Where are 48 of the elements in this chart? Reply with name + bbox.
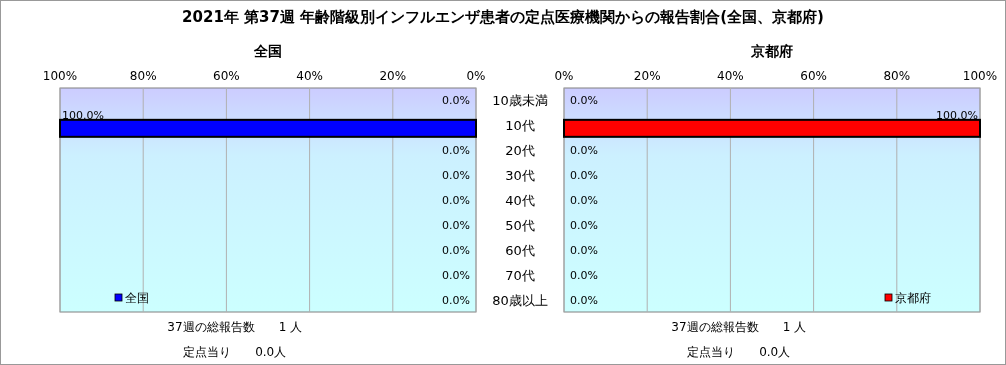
data-label: 0.0% — [570, 243, 598, 257]
y-tick-label: 10歳未満 — [492, 93, 548, 109]
x-tick-label: 40% — [717, 69, 744, 83]
data-label: 0.0% — [442, 218, 470, 232]
y-tick-label: 30代 — [505, 168, 535, 184]
chart-subtitle: 京都府 — [750, 43, 793, 59]
text: 37週の総報告数 1 人 — [167, 320, 303, 334]
x-tick-label: 100% — [42, 69, 78, 83]
y-tick-label: 50代 — [505, 217, 535, 233]
x-tick-label: 0% — [554, 69, 574, 83]
data-label: 0.0% — [442, 268, 470, 282]
y-tick-label: 20代 — [505, 143, 535, 159]
data-label: 0.0% — [570, 293, 598, 307]
data-label: 0.0% — [442, 293, 470, 307]
x-tick-label: 20% — [633, 69, 661, 83]
data-label: 100.0% — [936, 108, 978, 122]
text: 定点当り 0.0人 — [687, 345, 791, 359]
data-label: 0.0% — [570, 144, 598, 158]
y-tick-label: 60代 — [505, 242, 535, 258]
legend-label: 京都府 — [895, 291, 931, 305]
x-tick-label: 80% — [883, 69, 911, 83]
data-label: 0.0% — [570, 194, 598, 207]
y-tick-label: 70代 — [505, 267, 535, 283]
x-tick-label: 80% — [129, 69, 157, 83]
y-tick-label: 40代 — [505, 193, 535, 208]
text: 定点当り 0.0人 — [183, 345, 287, 359]
data-label: 0.0% — [442, 169, 470, 183]
data-label: 0.0% — [570, 268, 598, 282]
data-label: 0.0% — [442, 194, 470, 207]
chart-subtitle: 全国 — [253, 43, 282, 59]
data-label: 0.0% — [570, 169, 598, 183]
x-tick-label: 20% — [379, 69, 407, 83]
data-label: 0.0% — [442, 94, 470, 108]
x-tick-label: 40% — [296, 69, 323, 83]
y-tick-label: 10代 — [505, 118, 535, 134]
x-tick-label: 60% — [800, 69, 827, 83]
data-label: 0.0% — [570, 218, 598, 232]
chart-title: 2021年 第37週 年齢階級別インフルエンザ患者の定点医療機関からの報告割合(全国、京都府) — [182, 8, 824, 26]
data-label: 100.0% — [62, 108, 104, 122]
data-label: 0.0% — [442, 243, 470, 257]
legend-label: 全国 — [125, 291, 149, 305]
x-tick-label: 60% — [213, 69, 240, 83]
x-tick-label: 0% — [466, 69, 486, 83]
x-tick-label: 100% — [962, 69, 998, 83]
text: 37週の総報告数 1 人 — [671, 320, 807, 334]
y-tick-label: 80歳以上 — [492, 292, 548, 308]
data-label: 0.0% — [570, 94, 598, 108]
data-label: 0.0% — [442, 144, 470, 158]
